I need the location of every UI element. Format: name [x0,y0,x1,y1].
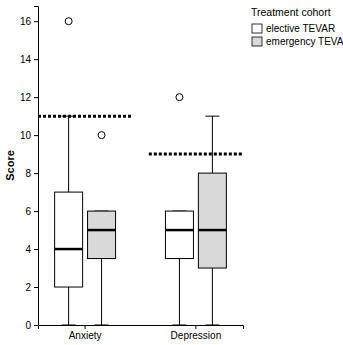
y-tick-label: 16 [20,16,32,27]
y-tick-mark [34,21,38,22]
x-tick: Anxiety [69,325,102,341]
y-tick: 10 [20,130,38,141]
box [198,116,226,325]
median [198,229,226,232]
y-tick-label: 0 [25,320,31,331]
legend-label: elective TEVAR [266,23,335,34]
y-tick: 14 [20,54,38,65]
whisker-high [212,116,213,173]
y-axis: 0 2 4 6 8 10 12 14 16 [20,7,39,331]
cutoff-line [149,153,243,156]
x-tick: Depression [171,325,222,341]
y-tick: 16 [20,16,38,27]
whisker-cap-low [62,325,76,326]
y-tick-mark [34,59,38,60]
whisker-cap-low [205,325,219,326]
legend-swatch [252,37,262,46]
y-tick-label: 12 [20,92,32,103]
box-body [198,173,226,268]
median [165,229,193,232]
y-tick-label: 8 [25,168,31,179]
y-tick-mark [34,287,38,288]
marks [38,18,243,325]
x-tick-label: Anxiety [69,330,102,341]
box [88,132,116,325]
x-axis-line [39,326,244,330]
y-tick: 4 [25,244,38,255]
legend-swatch [252,24,262,33]
y-tick-label: 4 [25,244,31,255]
whisker-low [101,259,102,325]
whisker-cap-low [172,325,186,326]
y-tick: 0 [25,320,38,331]
legend: Treatment cohort elective TEVAR emergency … [251,6,343,47]
outlier [65,18,72,25]
whisker-low [68,287,69,325]
y-tick: 8 [25,168,38,179]
plot: 0 2 4 6 8 10 12 14 16 Anxiety Depression [20,7,244,342]
y-tick-label: 14 [20,54,32,65]
whisker-high [68,116,69,192]
median [88,229,116,232]
y-tick-label: 2 [25,282,31,293]
cutoff-line [38,115,132,118]
legend-title: Treatment cohort [251,6,331,18]
y-tick: 2 [25,282,38,293]
x-axis: Anxiety Depression [39,325,244,341]
median [55,248,83,251]
whisker-low [179,259,180,325]
whisker-low [212,268,213,325]
y-axis-line [34,7,39,326]
box-body [55,192,83,287]
box [165,94,193,325]
y-tick-mark [34,211,38,212]
x-tick-mark [85,325,86,329]
y-axis-title: Score [4,150,16,181]
y-tick-mark [34,249,38,250]
y-tick: 6 [25,206,38,217]
y-tick-mark [34,97,38,98]
x-tick-label: Depression [171,330,222,341]
y-tick-mark [34,325,38,326]
y-tick-mark [34,173,38,174]
legend-label: emergency TEVAR [266,36,343,47]
y-tick: 12 [20,92,38,103]
outlier [98,132,105,139]
x-tick-mark [195,325,196,329]
outlier [176,94,183,101]
chart: 0 2 4 6 8 10 12 14 16 Anxiety Depression Score Treat… [0,0,343,345]
y-tick-label: 6 [25,206,31,217]
whisker-cap-high [205,116,219,117]
box [55,18,83,325]
y-tick-label: 10 [20,130,32,141]
box-body [88,211,116,258]
box-body [165,211,193,258]
y-tick-mark [34,135,38,136]
whisker-cap-low [95,325,109,326]
